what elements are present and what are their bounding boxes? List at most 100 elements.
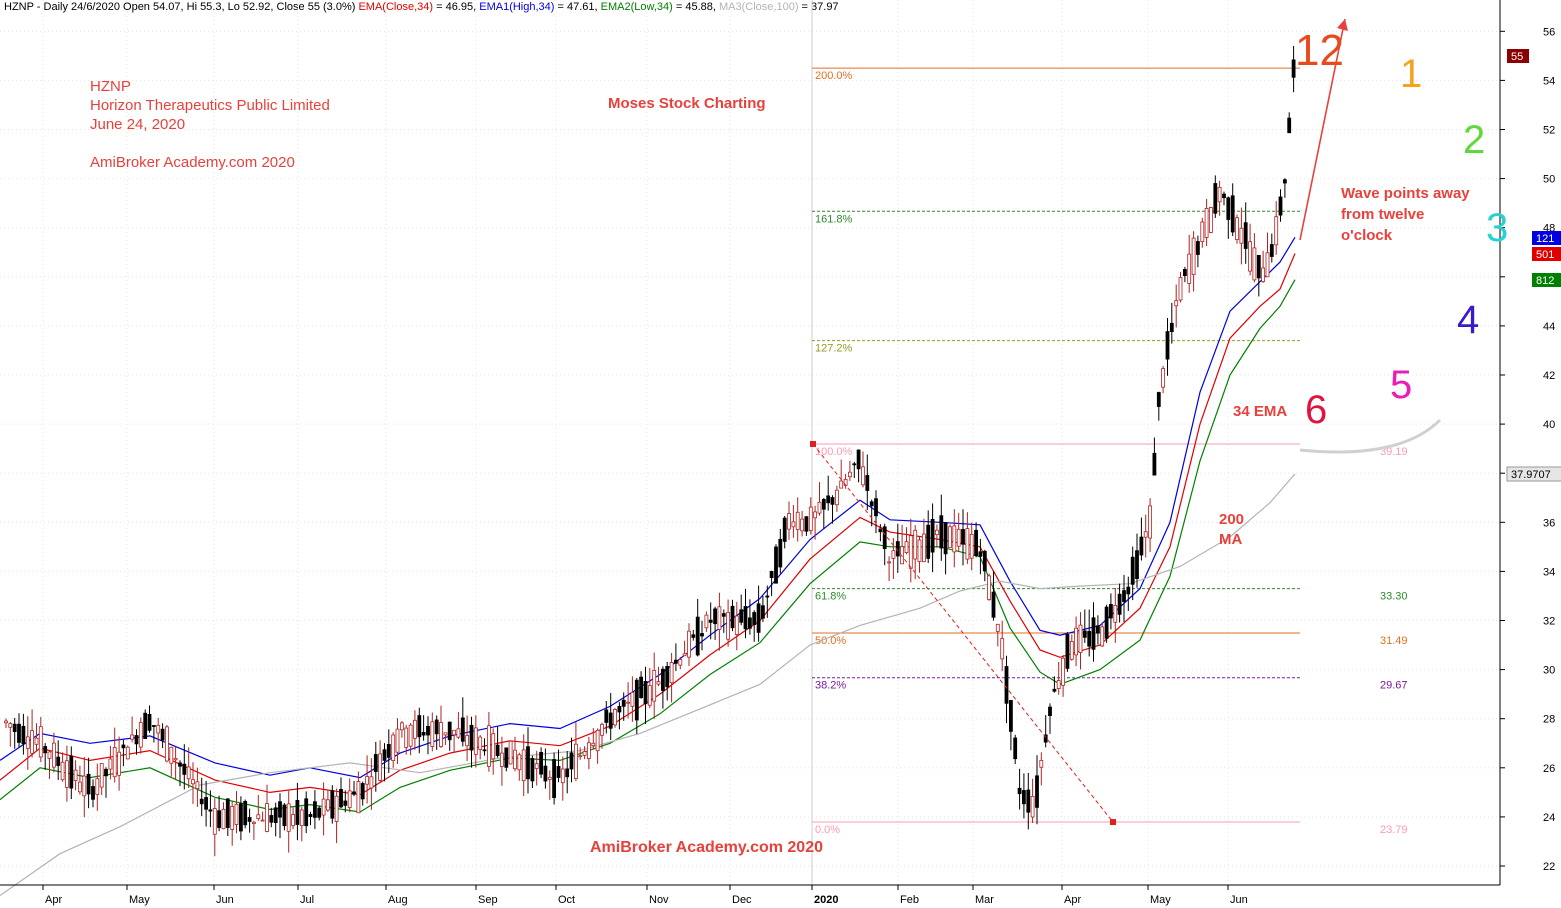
candle-body [678,659,683,666]
candle-body [1252,247,1257,281]
ema-low-value: = 45.88, [675,1,716,13]
candle-body [125,746,130,760]
candle-body [1052,688,1057,692]
ma-note-1: 200 [1219,511,1245,528]
candle-body [1161,368,1165,388]
ticker-info: HZNP - Daily 24/6/2020 Open 54.07, Hi 55… [4,1,356,13]
candle-body [317,807,322,818]
candle-body [17,723,21,743]
candle-body [273,807,278,823]
candle-body [913,529,918,560]
candle-body [469,724,474,751]
candle-body [1209,207,1213,233]
ticker-note: HZNP [90,78,131,95]
candle-body [234,803,239,825]
candle-body [630,692,635,707]
candle-body [787,513,791,530]
x-tick-label: May [129,894,150,906]
candle-body [238,803,243,832]
candle-body [160,728,165,741]
date-note: June 24, 2020 [90,116,186,133]
candle-body [117,751,121,776]
candle-body [634,679,639,721]
x-tick-label: Jun [216,894,234,906]
candle-body [665,666,670,688]
clock-3: 3 [1486,206,1509,250]
candle-body [643,681,648,705]
candle-body [4,720,8,724]
candle-body [639,676,643,698]
candle-body [265,803,269,832]
candle-body [1069,641,1074,660]
candle-body [1222,193,1226,199]
candle-body [1139,536,1144,556]
candle-body [804,516,809,532]
candle-body [1269,244,1274,257]
candle-body [604,709,609,723]
candle-body [830,497,835,505]
wave-arrow-line [1299,18,1346,241]
candle-body [739,609,744,623]
candle-body [1156,392,1161,407]
candle-body [412,719,417,739]
chart-header: HZNP - Daily 24/6/2020 Open 54.07, Hi 55… [4,1,839,13]
candle-body [935,529,939,536]
candle-body [408,724,413,747]
candle-body [582,751,587,756]
candle-body [1009,700,1013,732]
candle-body [121,744,126,749]
ma-label: MA3(Close,100) [719,1,799,13]
price-badge-label: 55 [1511,51,1523,63]
candle-body [430,721,435,747]
candle-body [987,575,991,600]
candle-body [1074,627,1078,656]
y-tick-label: 24 [1543,812,1555,824]
candle-body [1261,267,1265,282]
ema-high-value: = 47.61, [557,1,598,13]
candle-body [347,790,352,808]
candle-body [60,761,65,781]
candle-body [1091,617,1096,650]
candle-body [1087,630,1092,647]
fib-level-value: 39.19 [1380,446,1408,458]
candle-body [547,776,552,780]
candle-body [961,529,965,545]
candle-body [1204,207,1209,238]
candle-body [774,546,778,584]
candle-body [856,449,861,470]
candle-body [478,736,483,750]
candle-body [73,769,78,781]
candle-body [534,763,539,769]
candle-body [339,789,343,808]
candle-body [1096,625,1100,634]
price-badge-label: 501 [1536,249,1554,261]
y-tick-label: 42 [1543,370,1555,382]
candle-body [965,528,970,560]
candle-body [1130,556,1135,585]
candle-body [848,471,852,478]
candlesticks [4,46,1296,857]
candle-body [8,723,13,728]
candle-body [1048,706,1052,716]
candle-body [513,749,517,770]
candle-body [78,781,82,793]
candle-body [587,742,591,759]
ema-close-label: EMA(Close,34) [358,1,434,13]
clock-6: 6 [1305,388,1328,432]
candle-body [378,753,383,781]
candle-body [882,526,887,549]
candle-body [661,668,665,691]
candle-body [217,810,222,828]
candle-body [186,766,191,780]
wave-note-3: o'clock [1341,227,1393,244]
candle-body [1022,790,1026,805]
candle-body [221,808,226,830]
series-line [0,473,1296,896]
candle-body [34,737,39,745]
candle-body [526,746,530,780]
fib-level-value: 33.30 [1380,591,1408,603]
candle-body [312,801,317,818]
x-tick-label: Apr [45,894,62,906]
ma-note-2: MA [1219,531,1243,548]
